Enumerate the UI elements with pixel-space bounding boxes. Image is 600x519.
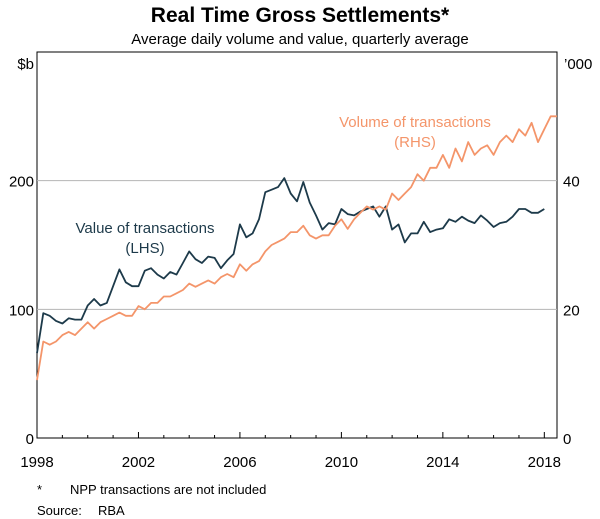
x-tick-label-1998: 1998 xyxy=(20,454,53,471)
left-tick-label-0: 0 xyxy=(26,431,34,448)
series-label-value-of-transactions: Value of transactions xyxy=(76,220,215,237)
left-axis-unit: $b xyxy=(17,56,34,73)
chart-title: Real Time Gross Settlements* xyxy=(151,4,450,27)
x-tick-label-2002: 2002 xyxy=(122,454,155,471)
right-tick-label-0: 0 xyxy=(563,431,571,448)
x-tick-label-2006: 2006 xyxy=(223,454,256,471)
x-tick-label-2018: 2018 xyxy=(528,454,561,471)
left-tick-label-100: 100 xyxy=(9,302,34,319)
x-tick-label-2014: 2014 xyxy=(426,454,459,471)
right-tick-label-20: 20 xyxy=(563,302,580,319)
footnote-marker-0: * xyxy=(37,482,42,497)
series-label-volume-of-transactions: Volume of transactions xyxy=(339,114,491,131)
right-tick-label-40: 40 xyxy=(563,174,580,191)
series-line-value-of-transactions xyxy=(36,177,545,354)
footnote-marker-1: Source: xyxy=(37,503,82,518)
footnote-text-0: NPP transactions are not included xyxy=(70,482,266,497)
left-tick-label-200: 200 xyxy=(9,174,34,191)
chart-subtitle: Average daily volume and value, quarterl… xyxy=(131,31,468,48)
x-tick-label-2010: 2010 xyxy=(325,454,358,471)
series-axis-label-value-of-transactions: (LHS) xyxy=(125,240,164,257)
series-line-volume-of-transactions xyxy=(36,115,557,381)
series-axis-label-volume-of-transactions: (RHS) xyxy=(394,134,436,151)
right-axis-unit: ’000 xyxy=(564,56,592,73)
plot-frame xyxy=(36,51,558,439)
footnote-text-1: RBA xyxy=(98,503,125,518)
